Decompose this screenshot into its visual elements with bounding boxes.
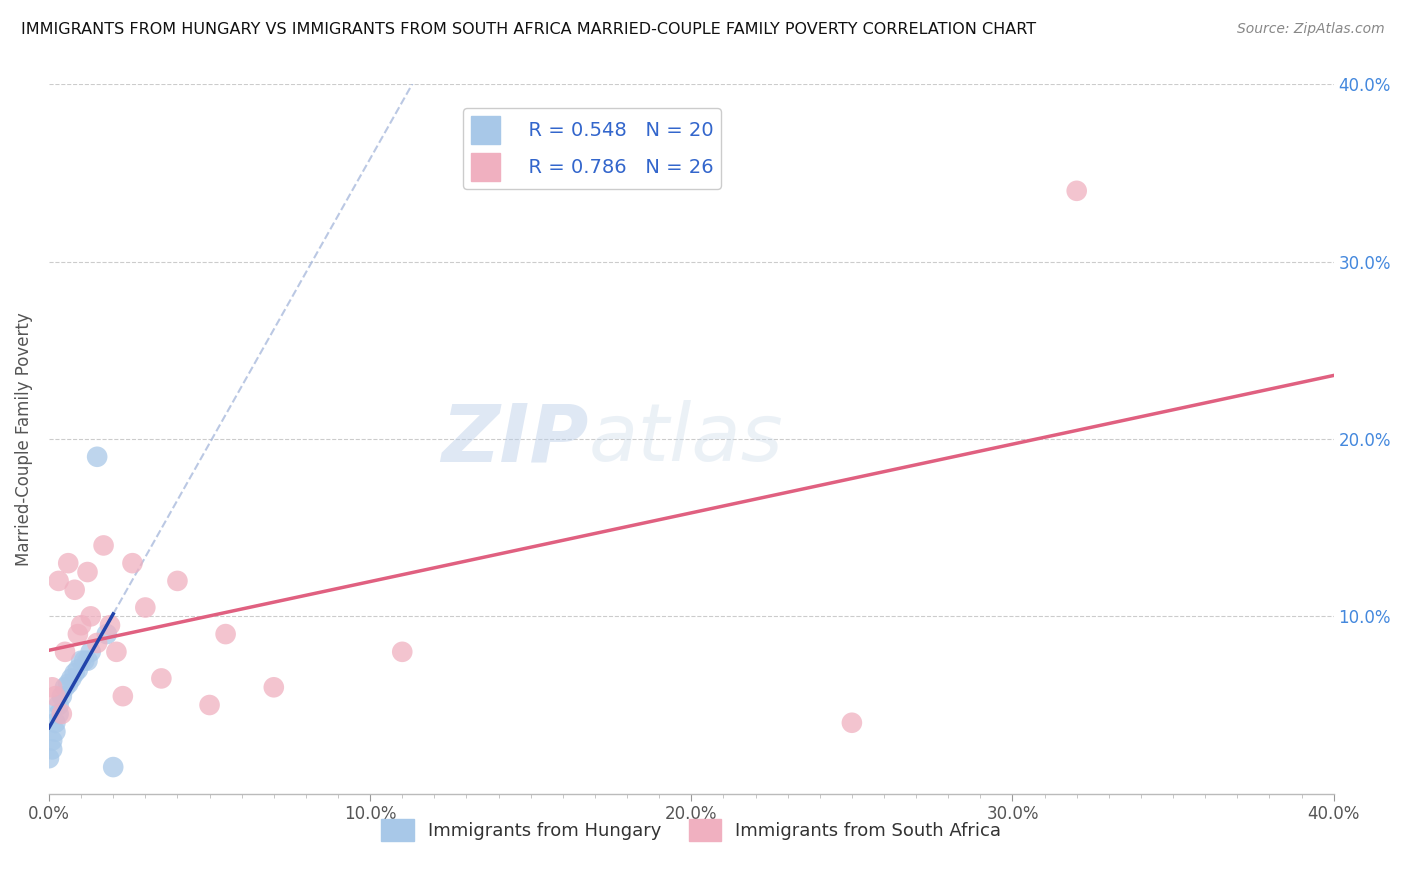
Point bbox=[51, 689, 73, 703]
Point bbox=[80, 645, 103, 659]
Point bbox=[391, 645, 413, 659]
Point bbox=[53, 645, 76, 659]
Point bbox=[60, 672, 83, 686]
Point bbox=[86, 636, 108, 650]
Point bbox=[121, 556, 143, 570]
Point bbox=[263, 681, 285, 695]
Point bbox=[86, 450, 108, 464]
Point bbox=[44, 724, 66, 739]
Point bbox=[103, 760, 125, 774]
Point bbox=[105, 645, 128, 659]
Text: Source: ZipAtlas.com: Source: ZipAtlas.com bbox=[1237, 22, 1385, 37]
Point bbox=[70, 618, 93, 632]
Y-axis label: Married-Couple Family Poverty: Married-Couple Family Poverty bbox=[15, 312, 32, 566]
Point bbox=[80, 609, 103, 624]
Point bbox=[166, 574, 188, 588]
Text: IMMIGRANTS FROM HUNGARY VS IMMIGRANTS FROM SOUTH AFRICA MARRIED-COUPLE FAMILY PO: IMMIGRANTS FROM HUNGARY VS IMMIGRANTS FR… bbox=[21, 22, 1036, 37]
Point bbox=[63, 666, 86, 681]
Text: ZIP: ZIP bbox=[441, 400, 589, 478]
Point bbox=[53, 681, 76, 695]
Point bbox=[48, 706, 70, 721]
Point bbox=[1066, 184, 1088, 198]
Point bbox=[41, 733, 63, 747]
Point bbox=[63, 582, 86, 597]
Point bbox=[66, 627, 89, 641]
Point bbox=[841, 715, 863, 730]
Point bbox=[98, 618, 121, 632]
Point bbox=[58, 677, 80, 691]
Point bbox=[150, 672, 173, 686]
Point bbox=[134, 600, 156, 615]
Point bbox=[70, 654, 93, 668]
Point bbox=[48, 698, 70, 712]
Legend:   R = 0.548   N = 20,   R = 0.786   N = 26: R = 0.548 N = 20, R = 0.786 N = 26 bbox=[464, 108, 721, 188]
Point bbox=[51, 706, 73, 721]
Point bbox=[41, 681, 63, 695]
Point bbox=[44, 689, 66, 703]
Point bbox=[41, 742, 63, 756]
Point bbox=[73, 654, 96, 668]
Point bbox=[198, 698, 221, 712]
Point bbox=[48, 574, 70, 588]
Point bbox=[214, 627, 236, 641]
Text: atlas: atlas bbox=[589, 400, 783, 478]
Point bbox=[38, 751, 60, 765]
Point bbox=[111, 689, 134, 703]
Point bbox=[93, 538, 115, 552]
Point bbox=[76, 654, 98, 668]
Point bbox=[96, 627, 118, 641]
Point bbox=[76, 565, 98, 579]
Point bbox=[66, 663, 89, 677]
Point bbox=[58, 556, 80, 570]
Point bbox=[44, 715, 66, 730]
